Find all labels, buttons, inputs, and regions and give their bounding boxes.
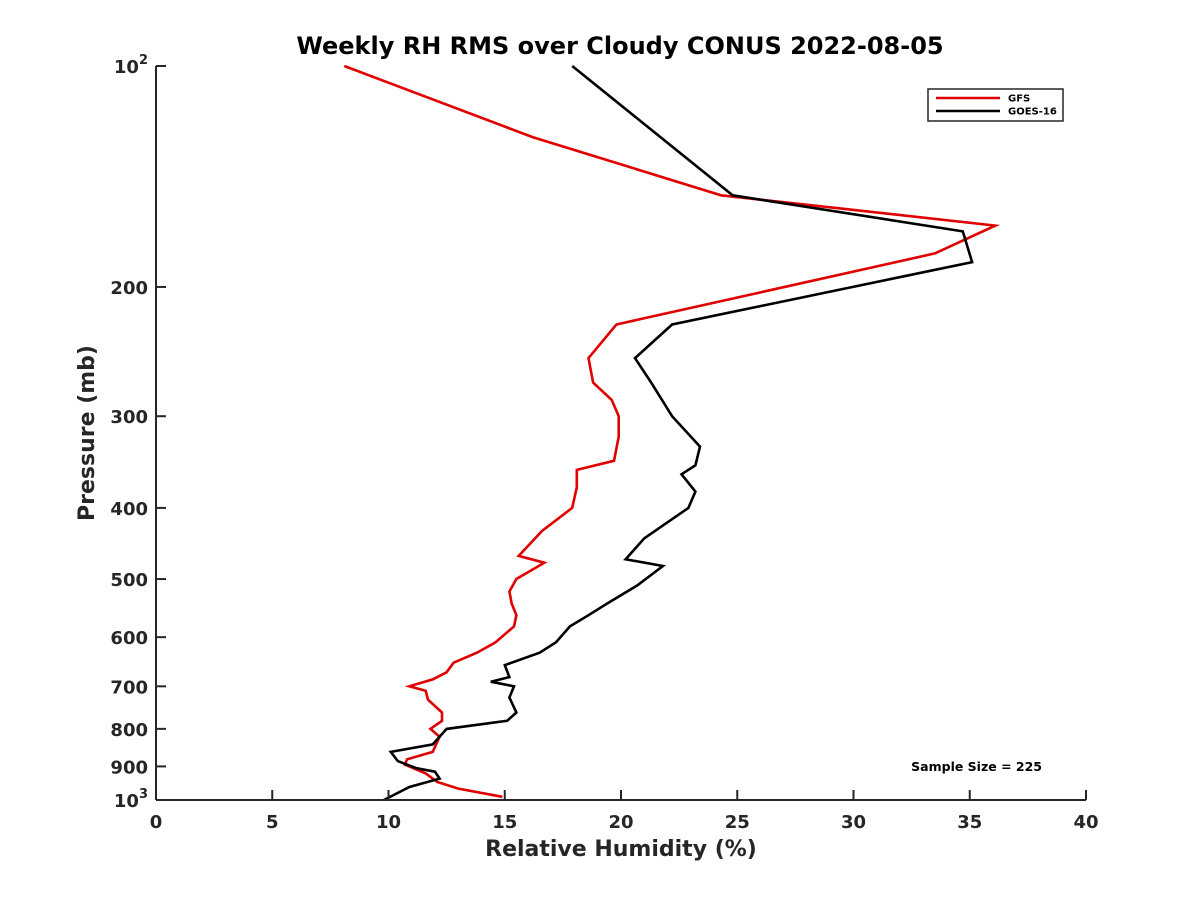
y-tick-label: 200: [110, 278, 148, 299]
x-tick-label: 30: [841, 812, 866, 833]
x-tick-label: 0: [150, 812, 163, 833]
chart-title: Weekly RH RMS over Cloudy CONUS 2022-08-…: [296, 32, 943, 60]
y-tick-label: 600: [110, 628, 148, 649]
y-axis-label: Pressure (mb): [75, 345, 100, 521]
y-tick-label: 102: [114, 53, 148, 78]
series-line-gfs: [343, 64, 1001, 799]
x-tick-label: 10: [376, 812, 401, 833]
y-tick-label: 400: [110, 499, 148, 520]
x-tick-label: 25: [725, 812, 750, 833]
y-tick-base: 10: [114, 791, 139, 812]
y-tick-label: 900: [110, 757, 148, 778]
legend-label-gfs: GFS: [1008, 94, 1030, 105]
y-tick-label: 800: [110, 720, 148, 741]
legend-box: [927, 88, 1064, 122]
x-tick-label: 5: [266, 812, 279, 833]
legend-label-goes-16: GOES-16: [1008, 107, 1057, 118]
series-layer: [343, 64, 1001, 802]
x-tick-label: 35: [957, 812, 982, 833]
x-axis-label: Relative Humidity (%): [485, 837, 757, 862]
y-tick-label: 700: [110, 677, 148, 698]
sample-size-note: Sample Size = 225: [911, 759, 1042, 774]
y-tick-label: 103: [114, 787, 148, 812]
legend: GFS GOES-16: [927, 88, 1064, 122]
series-line-goes-16: [383, 64, 974, 802]
y-tick-exponent: 3: [139, 787, 148, 802]
x-tick-label: 20: [608, 812, 633, 833]
x-tick-label: 15: [492, 812, 517, 833]
x-axis: 0 5 10 15 20 25 30 35 40: [150, 790, 1099, 833]
y-tick-exponent: 2: [139, 53, 148, 68]
y-tick-label: 500: [110, 570, 148, 591]
x-tick-label: 40: [1073, 812, 1098, 833]
y-tick-base: 10: [114, 57, 139, 78]
y-tick-label: 300: [110, 407, 148, 428]
